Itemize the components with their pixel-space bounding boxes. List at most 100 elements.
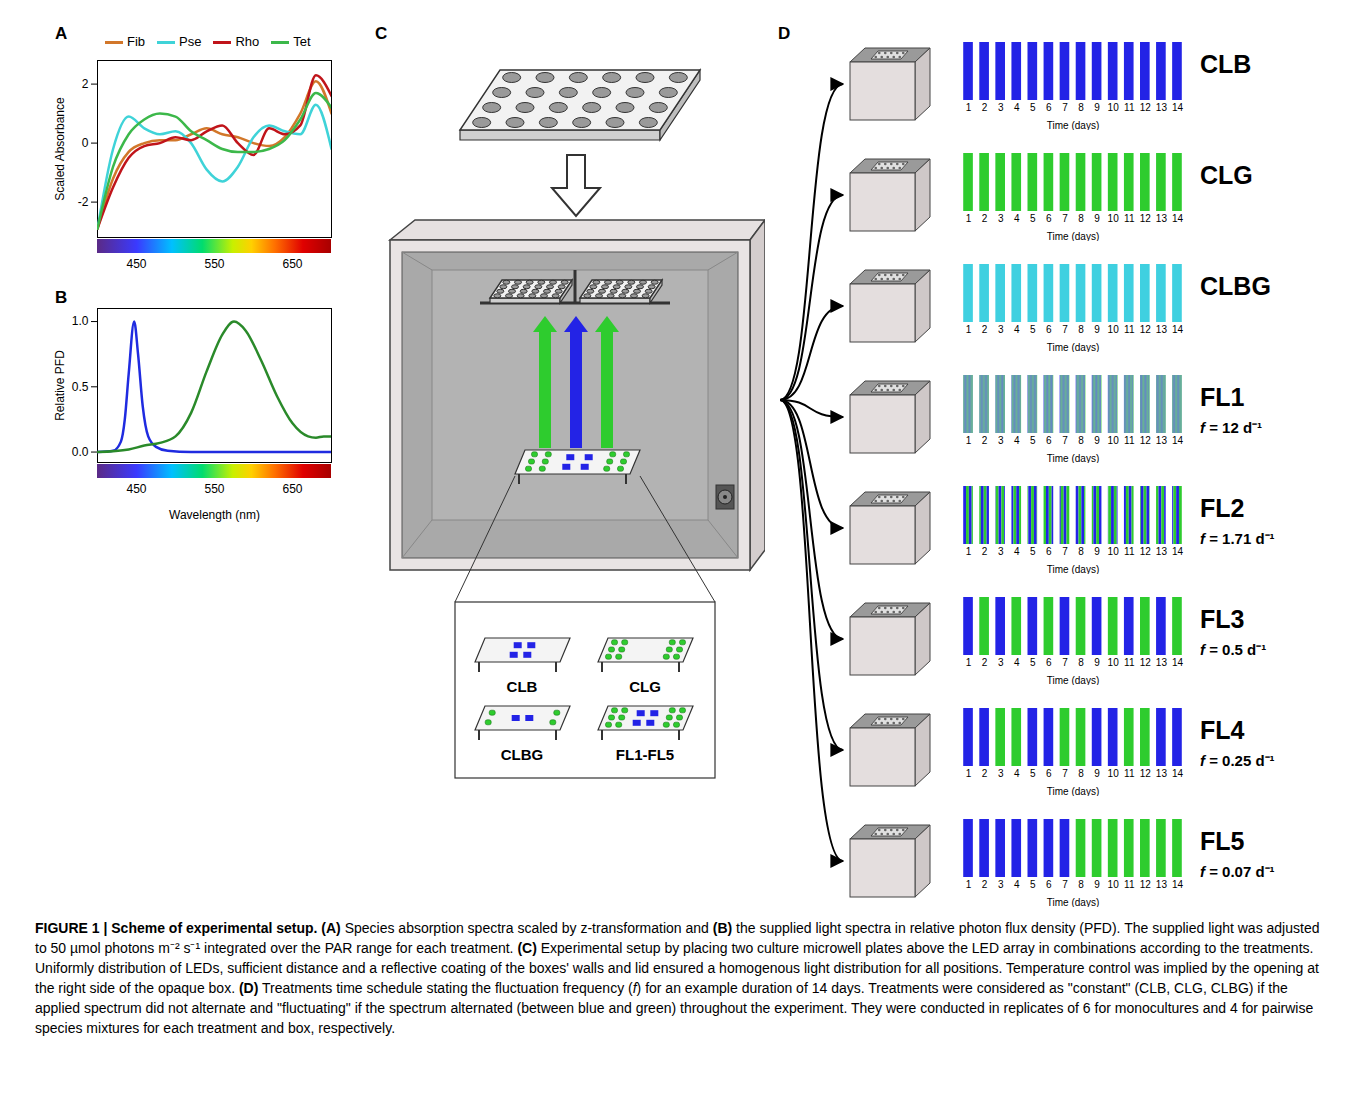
svg-text:4: 4 [1014,213,1020,224]
svg-text:1: 1 [966,102,972,113]
svg-text:14: 14 [1172,213,1184,224]
svg-text:10: 10 [1108,657,1120,668]
svg-text:CLG: CLG [629,678,661,695]
svg-text:0.0: 0.0 [72,445,89,459]
svg-text:10: 10 [1108,324,1120,335]
svg-text:2: 2 [982,435,988,446]
svg-text:11: 11 [1124,657,1135,668]
svg-text:10: 10 [1108,213,1120,224]
svg-text:14: 14 [1172,435,1184,446]
svg-text:4: 4 [1014,546,1020,557]
svg-text:9: 9 [1094,324,1100,335]
svg-text:14: 14 [1172,768,1184,779]
svg-text:Time (days): Time (days) [1047,564,1099,575]
svg-text:550: 550 [204,482,224,496]
svg-text:14: 14 [1172,102,1184,113]
svg-text:6: 6 [1046,324,1052,335]
svg-text:7: 7 [1062,879,1068,890]
svg-text:11: 11 [1124,879,1135,890]
svg-text:3: 3 [998,435,1004,446]
svg-text:FL1-FL5: FL1-FL5 [616,746,674,763]
svg-text:1: 1 [966,879,972,890]
svg-text:5: 5 [1030,324,1036,335]
svg-text:12: 12 [1140,102,1152,113]
svg-text:7: 7 [1062,435,1068,446]
svg-text:9: 9 [1094,213,1100,224]
svg-text:0.5: 0.5 [72,380,89,394]
svg-text:8: 8 [1078,435,1084,446]
svg-text:8: 8 [1078,768,1084,779]
svg-text:12: 12 [1140,546,1152,557]
svg-text:13: 13 [1156,213,1168,224]
svg-text:4: 4 [1014,768,1020,779]
svg-text:3: 3 [998,768,1004,779]
svg-text:7: 7 [1062,546,1068,557]
svg-text:1: 1 [966,435,972,446]
svg-text:14: 14 [1172,546,1184,557]
svg-text:CLBG: CLBG [501,746,544,763]
svg-text:12: 12 [1140,768,1152,779]
svg-text:Time (days): Time (days) [1047,120,1099,131]
svg-text:3: 3 [998,324,1004,335]
svg-text:4: 4 [1014,879,1020,890]
svg-text:4: 4 [1014,102,1020,113]
svg-text:2: 2 [982,324,988,335]
svg-text:6: 6 [1046,768,1052,779]
svg-text:8: 8 [1078,324,1084,335]
svg-text:13: 13 [1156,768,1168,779]
svg-text:11: 11 [1124,768,1135,779]
svg-text:Time (days): Time (days) [1047,786,1099,797]
svg-text:5: 5 [1030,546,1036,557]
svg-text:2: 2 [982,102,988,113]
svg-text:10: 10 [1108,768,1120,779]
svg-text:1: 1 [966,768,972,779]
svg-text:Time (days): Time (days) [1047,342,1099,353]
svg-text:650: 650 [282,257,302,271]
svg-text:Time (days): Time (days) [1047,231,1099,242]
svg-text:6: 6 [1046,546,1052,557]
svg-text:14: 14 [1172,324,1184,335]
svg-text:12: 12 [1140,435,1152,446]
svg-text:10: 10 [1108,435,1120,446]
svg-text:3: 3 [998,546,1004,557]
svg-text:2: 2 [982,213,988,224]
svg-text:450: 450 [126,482,146,496]
svg-text:7: 7 [1062,324,1068,335]
svg-text:7: 7 [1062,102,1068,113]
svg-text:2: 2 [82,77,89,91]
svg-text:2: 2 [982,657,988,668]
svg-text:Relative PFD: Relative PFD [53,350,67,421]
svg-text:9: 9 [1094,657,1100,668]
svg-text:5: 5 [1030,879,1036,890]
svg-text:12: 12 [1140,879,1152,890]
svg-text:5: 5 [1030,657,1036,668]
svg-text:Time (days): Time (days) [1047,675,1099,686]
svg-text:-2: -2 [78,195,89,209]
svg-text:CLB: CLB [507,678,538,695]
svg-text:3: 3 [998,657,1004,668]
svg-text:8: 8 [1078,879,1084,890]
svg-text:12: 12 [1140,213,1152,224]
svg-text:0: 0 [82,136,89,150]
svg-text:5: 5 [1030,435,1036,446]
svg-text:2: 2 [982,768,988,779]
svg-text:8: 8 [1078,213,1084,224]
svg-text:1: 1 [966,324,972,335]
svg-text:4: 4 [1014,324,1020,335]
svg-text:8: 8 [1078,546,1084,557]
svg-text:9: 9 [1094,546,1100,557]
svg-text:3: 3 [998,879,1004,890]
svg-text:5: 5 [1030,768,1036,779]
svg-text:650: 650 [282,482,302,496]
svg-text:3: 3 [998,213,1004,224]
svg-text:6: 6 [1046,879,1052,890]
svg-text:4: 4 [1014,435,1020,446]
svg-text:9: 9 [1094,879,1100,890]
svg-text:1: 1 [966,546,972,557]
svg-text:9: 9 [1094,768,1100,779]
svg-text:6: 6 [1046,657,1052,668]
svg-text:11: 11 [1124,546,1135,557]
svg-text:10: 10 [1108,546,1120,557]
svg-text:5: 5 [1030,213,1036,224]
svg-text:7: 7 [1062,768,1068,779]
